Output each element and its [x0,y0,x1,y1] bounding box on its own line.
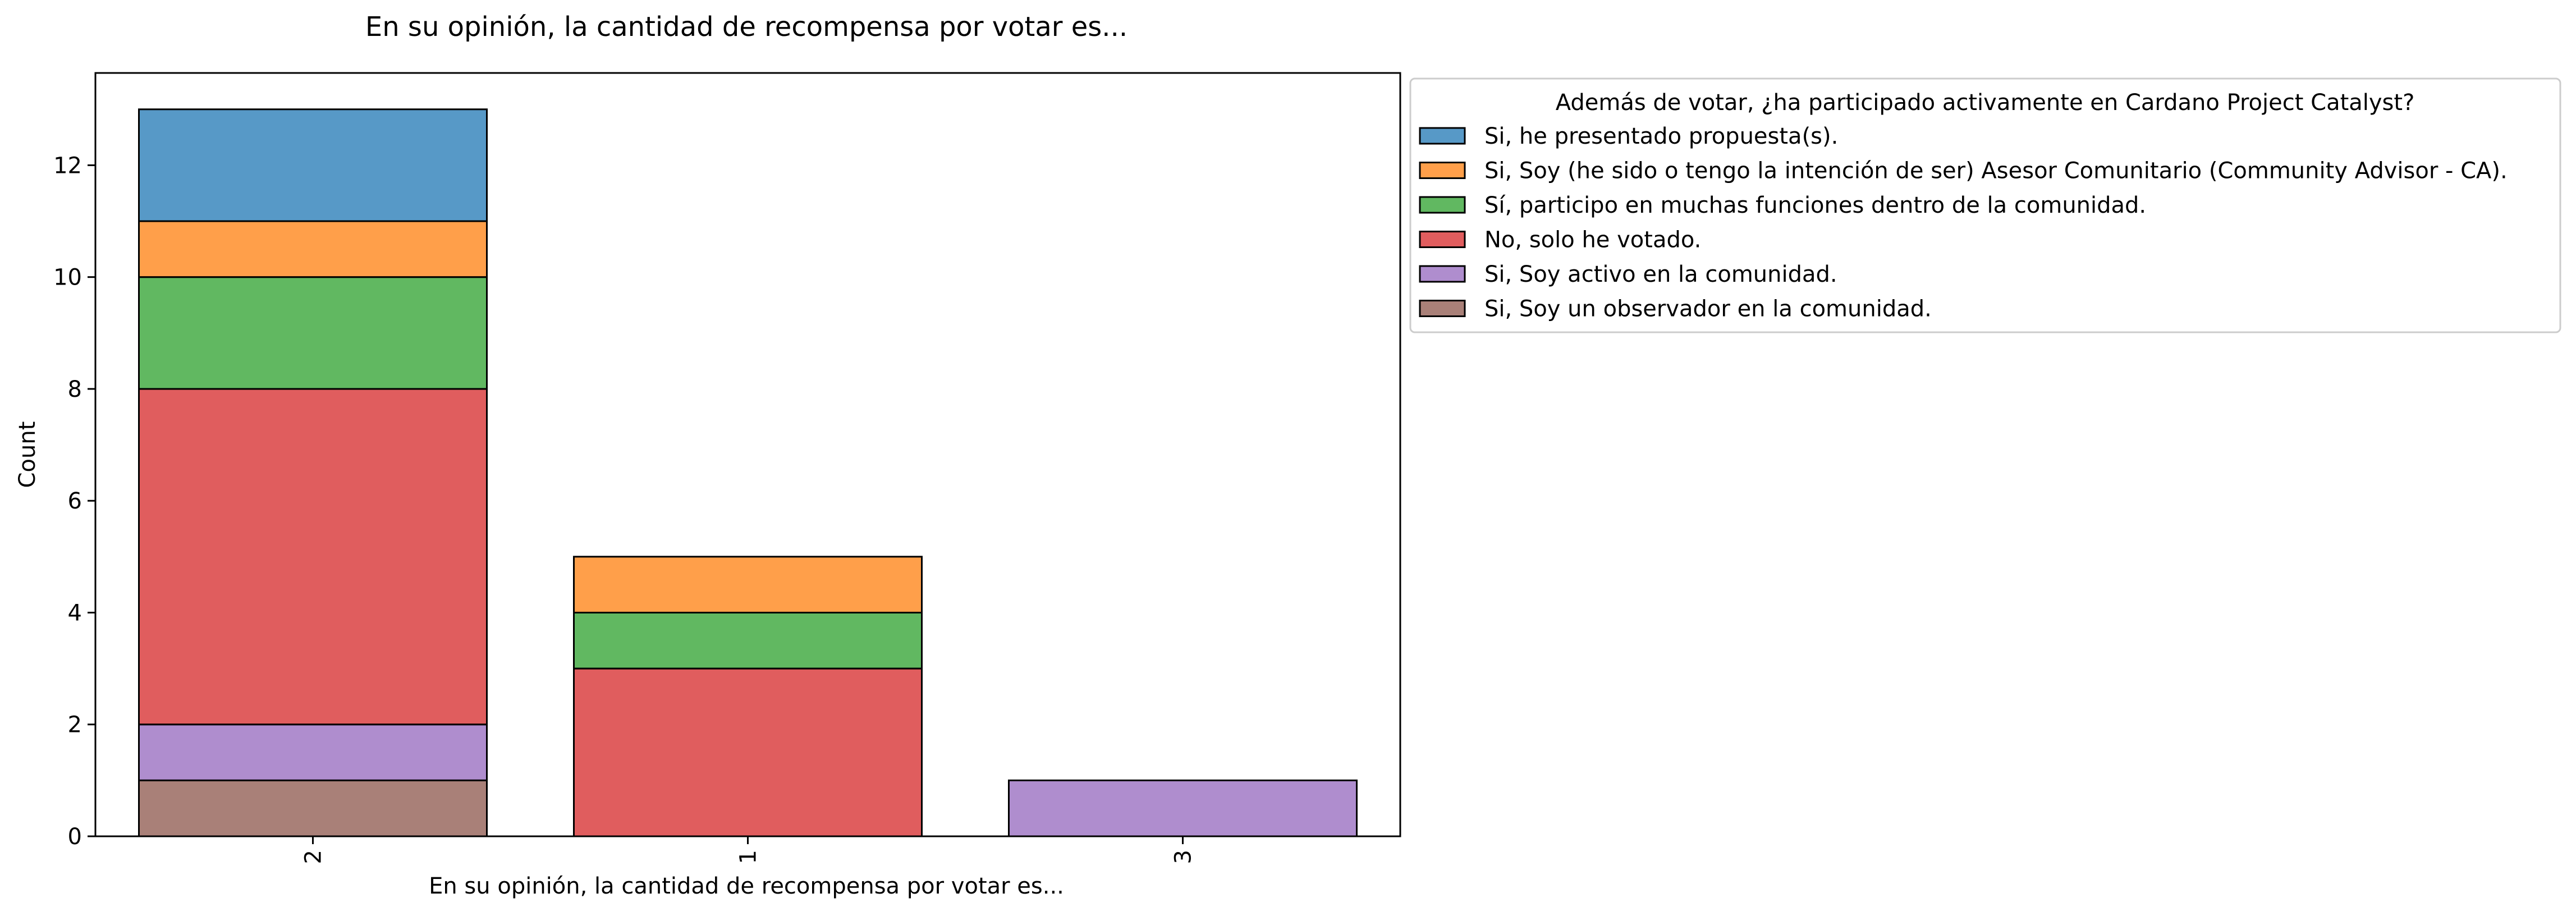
y-tick-label: 8 [68,377,82,402]
legend-label: Si, he presentado propuesta(s). [1484,123,1838,149]
x-axis: 2 1 3 [301,836,1197,864]
y-tick-label: 0 [68,824,82,850]
bar-segment [573,667,923,837]
legend-swatch [1419,196,1466,214]
legend-label: No, solo he votado. [1484,227,1701,253]
bar-segment [138,388,488,726]
x-axis-label: En su opinión, la cantidad de recompensa… [429,873,1064,899]
x-tick-label: 2 [301,850,327,864]
y-tick-label: 10 [53,265,82,291]
legend-frame [1409,77,2561,333]
y-axis: 0 2 4 6 8 10 12 [53,153,95,850]
y-tick-label: 6 [68,488,82,514]
bars-group [138,108,1358,837]
y-tick-label: 12 [53,153,82,178]
chart-title: En su opinión, la cantidad de recompensa… [365,11,1127,43]
bar-segment [138,220,488,278]
bar-segment [573,611,923,670]
bar-segment [138,779,488,837]
legend-title: Además de votar, ¿ha participado activam… [1556,90,2415,116]
bar-segment [573,556,923,613]
legend-swatch [1419,127,1466,145]
legend-swatch [1419,300,1466,317]
bar-segment [138,108,488,222]
legend-label: Sí, participo en muchas funciones dentro… [1484,193,2146,218]
legend-label: Si, Soy activo en la comunidad. [1484,262,1837,287]
legend-swatch [1419,265,1466,283]
y-tick-label: 4 [68,600,82,626]
legend-items: Si, he presentado propuesta(s). Si, Soy (… [1419,123,2508,322]
x-tick-label: 3 [1171,850,1197,864]
legend-swatch [1419,231,1466,248]
bar-segment [1008,779,1358,837]
legend-label: Si, Soy (he sido o tengo la intención de… [1484,158,2508,184]
legend-swatch [1419,162,1466,179]
x-tick-label: 1 [736,850,762,864]
y-tick-label: 2 [68,712,82,738]
legend-label: Si, Soy un observador en la comunidad. [1484,296,1932,322]
bar-segment [138,723,488,781]
y-axis-label: Count [15,422,40,488]
legend: Además de votar, ¿ha participado activam… [1409,77,2561,333]
bar-segment [138,276,488,390]
